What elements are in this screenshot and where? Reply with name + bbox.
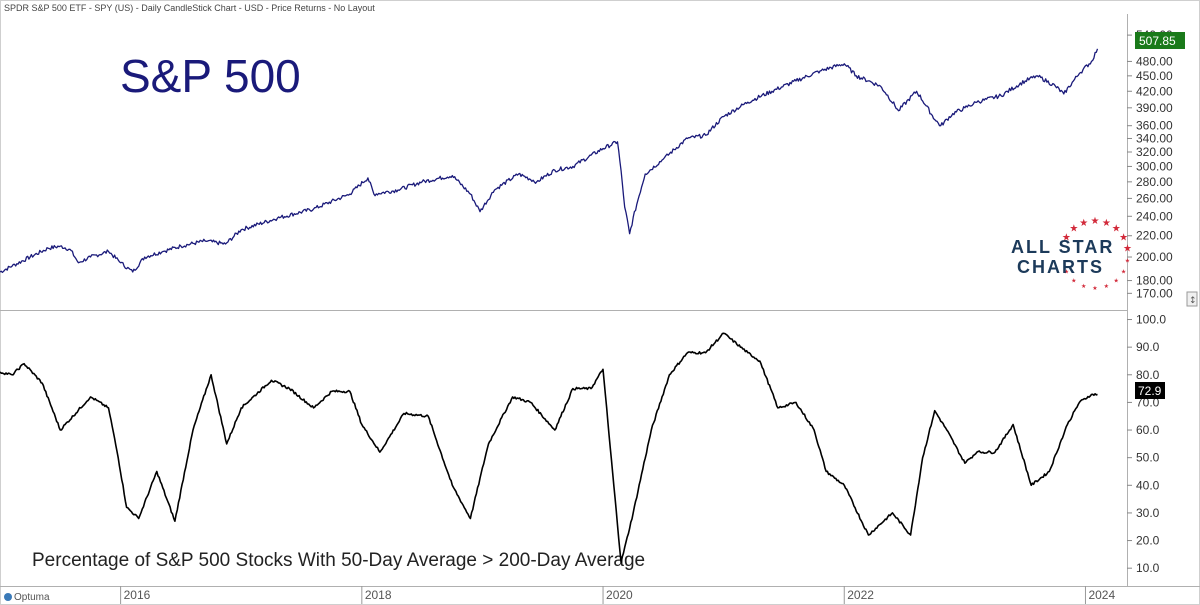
panel-resize-handle[interactable]: ↕ [1186,291,1198,307]
price-last-value-label: 507.85 [1139,34,1176,48]
logo-star-icon: ★ [1112,224,1121,235]
x-tick-label: 2018 [365,588,392,602]
breadth-y-tick-label: 20.0 [1136,534,1160,548]
breadth-y-tick-label: 60.0 [1136,423,1160,437]
logo-star-icon: ★ [1121,269,1126,276]
breadth-series-line [0,332,1098,564]
price-y-tick-label: 180.00 [1136,274,1173,288]
price-y-tick-label: 220.00 [1136,229,1173,243]
chart-header-title: SPDR S&P 500 ETF - SPY (US) - Daily Cand… [4,3,375,13]
logo-star-icon: ★ [1062,233,1071,244]
logo-line1: ALL STAR [1011,237,1114,257]
logo-star-icon: ★ [1104,283,1109,290]
breadth-y-tick-label: 100.0 [1136,313,1166,327]
price-y-tick-label: 420.00 [1136,84,1173,98]
breadth-last-value-label: 72.9 [1138,384,1162,398]
logo-star-icon: ★ [1079,218,1088,229]
logo-star-icon: ★ [1081,283,1086,290]
price-y-tick-label: 360.00 [1136,119,1173,133]
logo-star-icon: ★ [1123,243,1132,254]
optuma-logo-icon [4,593,12,601]
logo-stars-icon: ★★★ ★ ★★★★★★★★★★★★ [1062,216,1132,292]
x-tick-label: 2024 [1088,588,1115,602]
logo-star-icon: ★ [1071,277,1076,284]
price-y-tick-label: 450.00 [1136,69,1173,83]
logo-star-icon: ★ [1069,224,1078,235]
breadth-chart-title: Percentage of S&P 500 Stocks With 50-Day… [32,550,645,571]
breadth-y-tick-label: 80.0 [1136,368,1160,382]
price-last-value-badge: 507.85 [1135,32,1185,49]
price-y-tick-label: 200.00 [1136,250,1173,264]
price-chart-title: S&P 500 [120,50,301,102]
price-series-line [0,48,1099,274]
optuma-brand-label: Optuma [14,592,50,603]
logo-star-icon: ★ [1102,218,1111,229]
breadth-y-tick-label: 50.0 [1136,451,1160,465]
x-tick-label: 2022 [847,588,874,602]
x-tick-label: 2020 [606,588,633,602]
price-y-tick-label: 390.00 [1136,101,1173,115]
logo-star-icon: ★ [1125,258,1130,265]
logo-star-icon: ★ [1114,277,1119,284]
breadth-y-tick-label: 30.0 [1136,506,1160,520]
time-x-axis: 2016 2018 2020 2022 2024 [120,586,1115,604]
price-y-axis: 540.00480.00450.00420.00390.00360.00340.… [1127,28,1173,300]
price-y-tick-label: 240.00 [1136,209,1173,223]
breadth-last-value-badge: 72.9 [1135,382,1165,399]
breadth-y-tick-label: 90.0 [1136,340,1160,354]
breadth-y-tick-label: 40.0 [1136,478,1160,492]
breadth-y-axis: 100.090.080.070.060.050.040.030.020.010.… [1127,313,1166,575]
price-y-tick-label: 320.00 [1136,145,1173,159]
logo-star-icon: ★ [1119,233,1128,244]
logo-star-icon: ★ [1091,216,1100,227]
price-y-tick-label: 300.00 [1136,159,1173,173]
price-y-tick-label: 340.00 [1136,131,1173,145]
optuma-brand: Optuma [4,592,50,603]
all-star-charts-logo: ★★★ ★ ★★★★★★★★★★★★ ALL STAR CHARTS [1011,216,1132,292]
price-y-tick-label: 260.00 [1136,191,1173,205]
logo-line2: CHARTS [1017,257,1104,277]
x-tick-label: 2016 [124,588,151,602]
breadth-y-tick-label: 10.0 [1136,561,1160,575]
svg-text:↕: ↕ [1189,296,1197,306]
logo-star-icon: ★ [1092,285,1097,292]
price-y-tick-label: 170.00 [1136,286,1173,300]
price-y-tick-label: 280.00 [1136,175,1173,189]
price-y-tick-label: 480.00 [1136,54,1173,68]
logo-star-icon: ★ [1064,269,1069,276]
